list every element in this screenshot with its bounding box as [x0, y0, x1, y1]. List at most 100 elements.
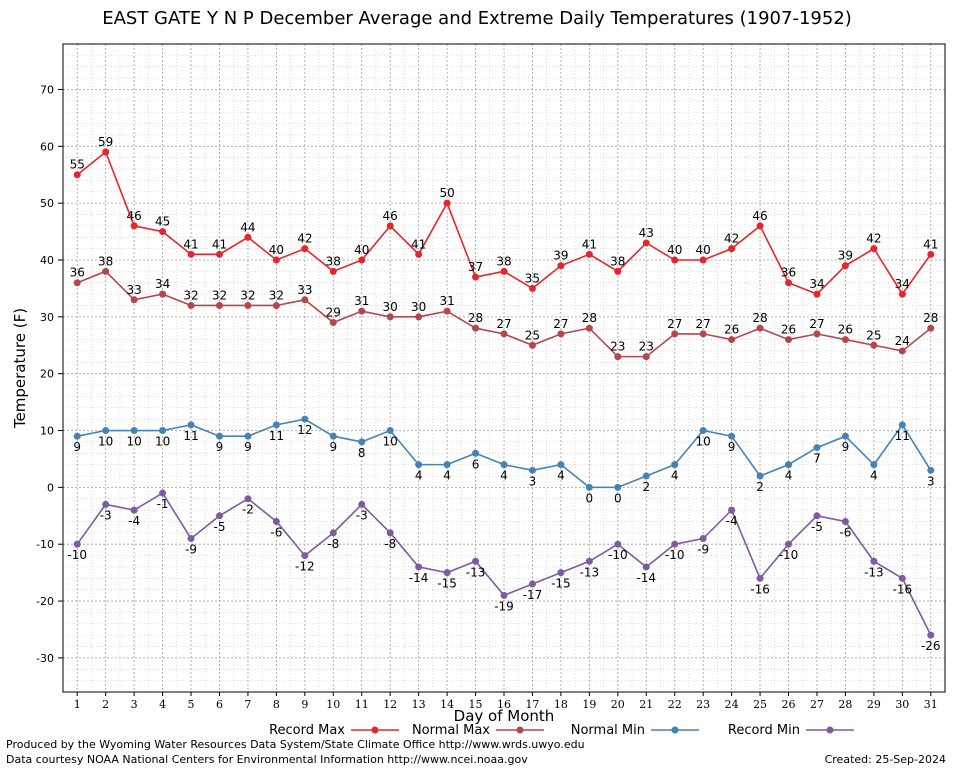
data-point-normal-max [728, 336, 736, 344]
data-label-record-min: -4 [726, 514, 738, 528]
data-point-normal-max [443, 307, 451, 315]
x-tick-label: 19 [582, 698, 596, 711]
x-tick-label: 28 [838, 698, 852, 711]
x-tick-label: 20 [611, 698, 625, 711]
data-point-normal-max [215, 301, 223, 309]
data-label-record-min: -8 [327, 537, 339, 551]
data-point-normal-min [528, 466, 536, 474]
data-label-record-min: -13 [466, 565, 486, 579]
data-point-record-min [557, 569, 565, 577]
x-tick-label: 25 [753, 698, 767, 711]
data-point-normal-max [699, 330, 707, 338]
data-point-normal-max [557, 330, 565, 338]
data-label-normal-min: 4 [785, 469, 793, 483]
y-tick-label: 50 [40, 197, 54, 210]
series-record-min: -10 -3 -4 -1 -9 -5 -2 -6 -12 -8 -3 -8 -14 -15 -13 -19 -1… [67, 489, 941, 653]
data-label-normal-max: 33 [297, 283, 312, 297]
data-point-normal-max [841, 336, 849, 344]
data-point-record-max [386, 222, 394, 230]
data-label-normal-max: 34 [155, 277, 170, 291]
data-point-record-max [130, 222, 138, 230]
data-label-record-min: -8 [384, 537, 396, 551]
data-point-record-min [927, 631, 935, 639]
data-label-normal-min: 9 [842, 440, 850, 454]
data-label-record-max: 44 [240, 220, 255, 234]
data-point-record-min [443, 569, 451, 577]
x-tick-label: 1 [74, 698, 81, 711]
data-point-normal-max [102, 267, 110, 275]
x-tick-label: 8 [273, 698, 280, 711]
data-label-record-min: -5 [213, 520, 225, 534]
data-label-record-max: 39 [553, 249, 568, 263]
data-label-normal-max: 32 [240, 288, 255, 302]
data-point-normal-min [870, 461, 878, 469]
data-point-normal-max [358, 307, 366, 315]
data-label-normal-max: 25 [525, 328, 540, 342]
data-point-record-max [102, 148, 110, 156]
data-label-record-max: 38 [326, 254, 341, 268]
x-tick-label: 3 [131, 698, 138, 711]
data-point-normal-max [244, 301, 252, 309]
legend-label-normal-max: Normal Max [412, 723, 490, 738]
data-label-normal-min: 8 [358, 446, 366, 460]
data-point-normal-max [386, 313, 394, 321]
data-point-record-min [102, 500, 110, 508]
data-label-record-max: 41 [923, 237, 938, 251]
data-label-normal-min: 3 [927, 474, 935, 488]
legend-label-record-max: Record Max [269, 723, 345, 738]
data-label-normal-min: 4 [557, 469, 565, 483]
data-point-normal-min [500, 461, 508, 469]
data-point-record-max [585, 250, 593, 258]
legend-marker-record-max [371, 726, 379, 734]
data-point-record-min [756, 574, 764, 582]
legend-marker-record-min [826, 726, 834, 734]
data-label-record-min: -14 [636, 571, 656, 585]
data-label-record-max: 40 [667, 243, 682, 257]
data-point-normal-min [415, 461, 423, 469]
data-point-record-max [500, 267, 508, 275]
data-point-normal-min [642, 472, 650, 480]
data-label-record-max: 42 [724, 232, 739, 246]
data-point-record-min [500, 591, 508, 599]
data-label-record-min: -17 [523, 588, 543, 602]
data-point-normal-max [130, 296, 138, 304]
data-point-record-max [329, 267, 337, 275]
data-label-record-max: 41 [212, 237, 227, 251]
data-label-record-max: 59 [98, 135, 113, 149]
legend-marker-normal-min [671, 726, 679, 734]
data-label-record-min: -1 [157, 497, 169, 511]
data-label-normal-max: 26 [781, 323, 796, 337]
data-point-normal-min [130, 427, 138, 435]
data-label-normal-max: 32 [212, 288, 227, 302]
data-point-record-max [301, 245, 309, 253]
x-tick-label: 16 [497, 698, 511, 711]
data-label-record-min: -10 [67, 548, 87, 562]
legend-marker-normal-max [516, 726, 524, 734]
data-point-normal-min [585, 483, 593, 491]
x-tick-label: 14 [440, 698, 454, 711]
data-label-normal-max: 28 [468, 311, 483, 325]
data-point-record-min [841, 517, 849, 525]
data-point-record-min [642, 563, 650, 571]
data-label-record-min: -3 [100, 508, 112, 522]
data-label-record-max: 41 [411, 237, 426, 251]
data-point-record-max [870, 245, 878, 253]
data-label-normal-max: 24 [895, 334, 910, 348]
data-point-normal-min [728, 432, 736, 440]
data-label-normal-max: 25 [866, 328, 881, 342]
data-point-record-min [386, 529, 394, 537]
data-point-record-max [614, 267, 622, 275]
x-tick-label: 31 [924, 698, 938, 711]
data-label-normal-max: 27 [553, 317, 568, 331]
data-point-record-max [187, 250, 195, 258]
data-label-normal-min: 3 [529, 474, 537, 488]
data-point-normal-min [472, 449, 480, 457]
data-label-normal-min: 2 [756, 480, 764, 494]
data-label-record-min: -16 [750, 582, 770, 596]
data-point-normal-max [642, 353, 650, 361]
data-label-record-min: -4 [128, 514, 140, 528]
data-point-normal-max [898, 347, 906, 355]
data-label-record-max: 55 [70, 158, 85, 172]
data-label-record-max: 42 [866, 232, 881, 246]
data-label-record-max: 46 [752, 209, 767, 223]
